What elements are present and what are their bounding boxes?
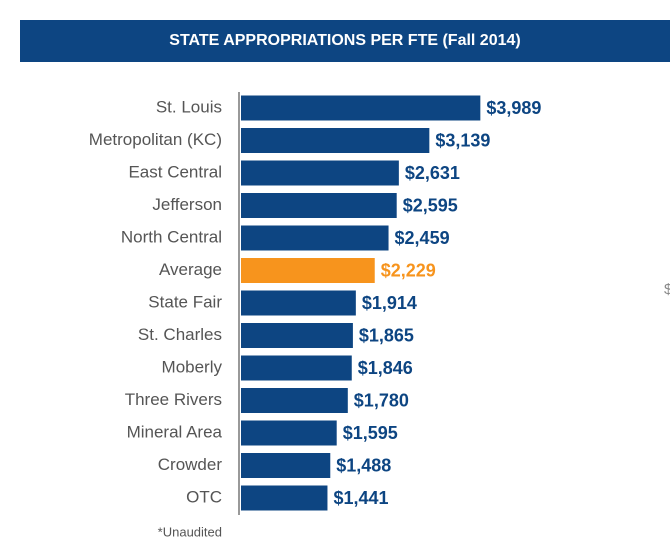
value-label: $1,846 <box>358 358 413 378</box>
value-label: $2,229 <box>381 260 436 280</box>
bar <box>241 485 328 511</box>
value-label: $1,914 <box>362 293 417 313</box>
value-label: $1,865 <box>359 325 414 345</box>
category-label: Metropolitan (KC) <box>89 130 222 149</box>
value-label: $1,488 <box>336 455 391 475</box>
category-label: St. Charles <box>138 325 222 344</box>
value-label: $2,595 <box>403 195 458 215</box>
category-label: Three Rivers <box>125 390 222 409</box>
category-label: North Central <box>121 227 222 246</box>
category-label: OTC <box>186 487 222 506</box>
value-label: $3,989 <box>486 98 541 118</box>
category-label: Crowder <box>158 455 223 474</box>
bar <box>241 355 352 381</box>
category-label: State Fair <box>148 292 222 311</box>
value-label: $3,139 <box>435 130 490 150</box>
bar <box>241 225 389 251</box>
category-label: East Central <box>128 162 222 181</box>
bar <box>241 160 399 186</box>
value-label: $1,780 <box>354 390 409 410</box>
bar <box>241 193 397 218</box>
value-label: $2,459 <box>395 228 450 248</box>
category-label: Moberly <box>162 357 223 376</box>
value-label: $2,631 <box>405 163 460 183</box>
chart-title: STATE APPROPRIATIONS PER FTE (Fall 2014) <box>169 32 520 49</box>
side-note: $ <box>664 281 670 298</box>
bar <box>241 453 331 478</box>
bar <box>241 258 375 283</box>
category-label: St. Louis <box>156 97 222 116</box>
bar <box>241 290 356 316</box>
bar <box>241 95 481 121</box>
value-label: $1,595 <box>343 423 398 443</box>
title-banner <box>20 20 670 62</box>
bar <box>241 128 430 153</box>
bar <box>241 323 353 348</box>
value-label: $1,441 <box>333 488 388 508</box>
footnote: *Unaudited <box>158 524 222 539</box>
bar <box>241 388 348 413</box>
category-label: Average <box>159 260 222 279</box>
bar <box>241 420 337 446</box>
category-label: Jefferson <box>152 195 222 214</box>
category-label: Mineral Area <box>127 422 223 441</box>
